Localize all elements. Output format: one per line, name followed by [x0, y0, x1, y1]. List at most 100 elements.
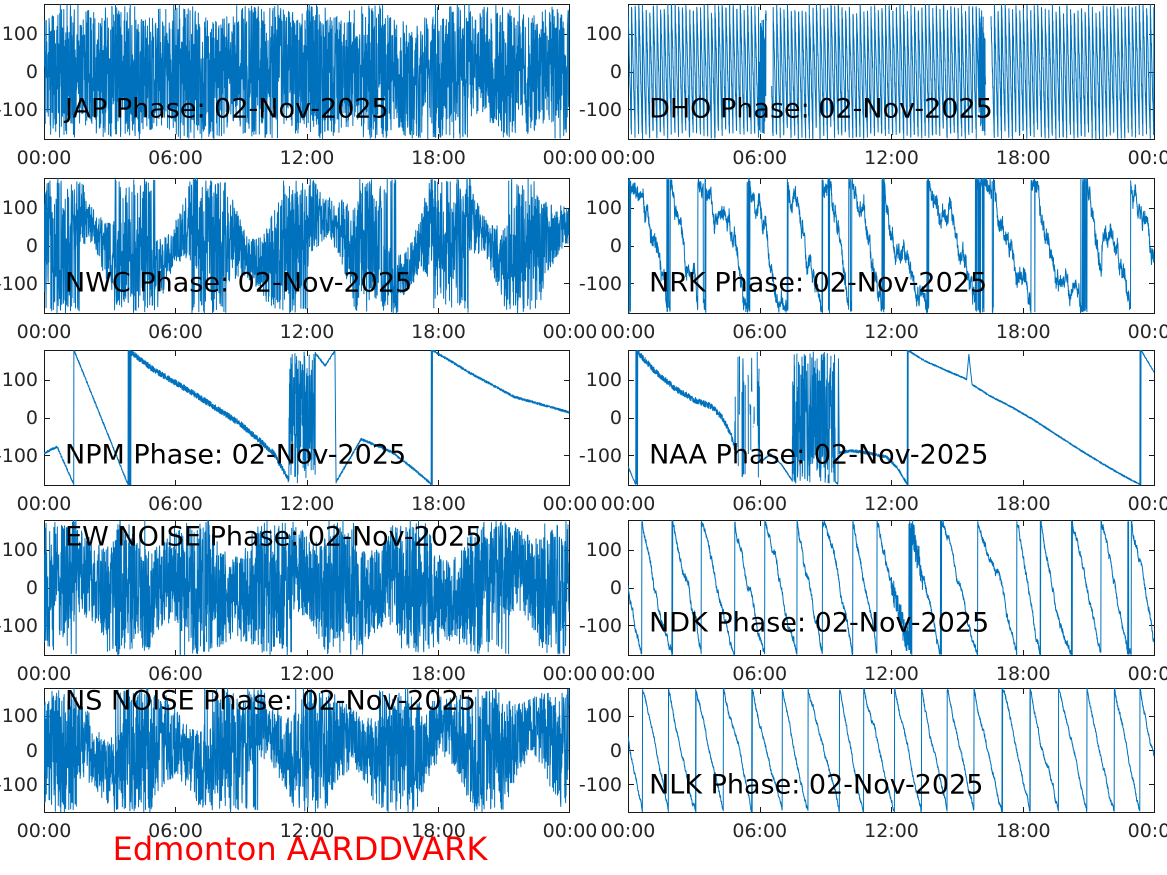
subplot-nlk: NLK Phase: 02-Nov-2025 [628, 688, 1155, 813]
x-tick-label: 18:00 [411, 493, 466, 515]
y-tick-label: 100 [585, 197, 622, 220]
nrk-phase-trace-canvas [628, 178, 1155, 314]
x-tick-label: 00:00 [542, 820, 598, 842]
x-tick-label: 00:00 [542, 147, 598, 169]
x-tick-label: 00:00 [1127, 321, 1167, 343]
x-tick-label: 06:00 [148, 147, 203, 169]
y-tick-label: -100 [578, 614, 622, 637]
y-tick-label: 0 [609, 61, 622, 83]
y-tick-label: 100 [585, 704, 622, 727]
dho-phase-trace-canvas [628, 4, 1155, 140]
y-tick-label: 0 [609, 407, 622, 429]
ew-noise-plot-title: EW NOISE Phase: 02-Nov-2025 [65, 521, 483, 553]
x-tick-label: 18:00 [995, 493, 1051, 515]
x-tick-label: 00:00 [1127, 663, 1167, 685]
nwc-plot-title: NWC Phase: 02-Nov-2025 [65, 267, 413, 299]
x-tick-label: 00:00 [16, 321, 72, 343]
y-tick-label: -100 [0, 774, 38, 797]
subplot-naa: NAA Phase: 02-Nov-2025 [628, 350, 1155, 486]
y-tick-label: -100 [578, 98, 622, 121]
y-tick-label: -100 [578, 444, 622, 467]
subplot-npm: NPM Phase: 02-Nov-2025 [44, 350, 570, 486]
y-tick-label: 100 [1, 539, 38, 562]
x-tick-label: 00:00 [16, 493, 72, 515]
x-tick-label: 00:00 [542, 493, 598, 515]
y-tick-label: 0 [609, 577, 622, 599]
x-tick-label: 00:00 [1127, 493, 1167, 515]
nlk-phase-trace-canvas [628, 688, 1155, 813]
npm-plot-title: NPM Phase: 02-Nov-2025 [65, 439, 407, 471]
jap-phase-trace-canvas [44, 4, 570, 140]
x-tick-label: 00:00 [600, 663, 656, 685]
x-tick-label: 00:00 [542, 321, 598, 343]
y-tick-label: 100 [585, 539, 622, 562]
subplot-jap: JAP Phase: 02-Nov-2025 [44, 4, 570, 140]
y-tick-label: 0 [609, 739, 622, 762]
y-tick-label: 0 [609, 235, 622, 257]
x-tick-label: 00:00 [1127, 820, 1167, 842]
ndk-phase-trace-canvas [628, 520, 1155, 656]
x-tick-label: 06:00 [148, 663, 203, 685]
subplot-nrk: NRK Phase: 02-Nov-2025 [628, 178, 1155, 314]
subplot-nwc: NWC Phase: 02-Nov-2025 [44, 178, 570, 314]
y-tick-label: 0 [25, 407, 38, 429]
x-tick-label: 12:00 [279, 663, 335, 685]
x-tick-label: 06:00 [732, 321, 788, 343]
x-tick-label: 12:00 [279, 493, 335, 515]
y-tick-label: 100 [1, 704, 38, 727]
x-tick-label: 12:00 [279, 820, 335, 842]
x-tick-label: 12:00 [864, 820, 919, 842]
x-tick-label: 00:00 [16, 820, 72, 842]
x-tick-label: 18:00 [411, 820, 466, 842]
x-tick-label: 12:00 [864, 493, 919, 515]
x-tick-label: 12:00 [279, 147, 335, 169]
x-tick-label: 00:00 [16, 147, 72, 169]
x-tick-label: 18:00 [411, 663, 466, 685]
y-tick-label: -100 [578, 774, 622, 797]
y-tick-label: -100 [0, 272, 38, 295]
jap-plot-title: JAP Phase: 02-Nov-2025 [65, 93, 389, 125]
x-tick-label: 06:00 [732, 663, 788, 685]
x-tick-label: 18:00 [995, 820, 1051, 842]
subplot-ns-noise: NS NOISE Phase: 02-Nov-2025 [44, 688, 570, 813]
x-tick-label: 00:00 [16, 663, 72, 685]
x-tick-label: 18:00 [995, 321, 1051, 343]
x-tick-label: 06:00 [148, 321, 203, 343]
npm-phase-trace-canvas [44, 350, 570, 486]
x-tick-label: 06:00 [732, 820, 788, 842]
y-tick-label: -100 [0, 444, 38, 467]
nlk-plot-title: NLK Phase: 02-Nov-2025 [649, 769, 984, 801]
y-tick-label: 0 [25, 739, 38, 762]
ndk-plot-title: NDK Phase: 02-Nov-2025 [649, 607, 990, 639]
y-tick-label: 0 [25, 235, 38, 257]
x-tick-label: 18:00 [995, 663, 1051, 685]
x-tick-label: 00:00 [542, 663, 598, 685]
ew-noise-phase-trace-canvas [44, 520, 570, 656]
subplot-ndk: NDK Phase: 02-Nov-2025 [628, 520, 1155, 656]
y-tick-label: 0 [25, 577, 38, 599]
naa-plot-title: NAA Phase: 02-Nov-2025 [649, 439, 989, 471]
ns-noise-plot-title: NS NOISE Phase: 02-Nov-2025 [65, 685, 476, 717]
y-tick-label: 100 [585, 369, 622, 392]
y-tick-label: -100 [578, 272, 622, 295]
y-tick-label: 100 [585, 23, 622, 46]
y-tick-label: 100 [1, 23, 38, 46]
x-tick-label: 00:00 [600, 493, 656, 515]
subplot-dho: DHO Phase: 02-Nov-2025 [628, 4, 1155, 140]
x-tick-label: 12:00 [864, 321, 919, 343]
x-tick-label: 12:00 [864, 663, 919, 685]
y-tick-label: 100 [1, 197, 38, 220]
naa-phase-trace-canvas [628, 350, 1155, 486]
ns-noise-phase-trace-canvas [44, 688, 570, 813]
x-tick-label: 06:00 [148, 493, 203, 515]
y-tick-label: 0 [25, 61, 38, 83]
figure-footer-title: Edmonton AARDDVARK [112, 830, 488, 868]
x-tick-label: 12:00 [279, 321, 335, 343]
x-tick-label: 12:00 [864, 147, 919, 169]
y-tick-label: -100 [0, 98, 38, 121]
x-tick-label: 18:00 [995, 147, 1051, 169]
x-tick-label: 00:00 [600, 321, 656, 343]
x-tick-label: 06:00 [148, 820, 203, 842]
x-tick-label: 06:00 [732, 147, 788, 169]
x-tick-label: 00:00 [1127, 147, 1167, 169]
